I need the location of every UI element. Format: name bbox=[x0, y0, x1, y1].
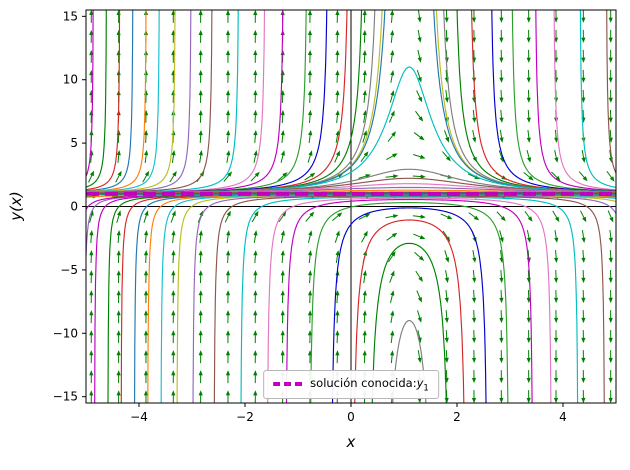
y-tick-label: −10 bbox=[53, 326, 78, 340]
x-axis-label: x bbox=[346, 433, 356, 451]
x-tick-label: 2 bbox=[453, 410, 461, 424]
y-tick-label: −5 bbox=[60, 263, 78, 277]
y-tick-label: 15 bbox=[63, 9, 78, 23]
tick-labels: −4 −2 0 2 4 −15 −10 −5 0 5 10 15 bbox=[53, 9, 567, 424]
x-tick-label: −2 bbox=[236, 410, 254, 424]
y-axis-label: y(x) bbox=[7, 191, 25, 221]
x-tick-label: −4 bbox=[130, 410, 148, 424]
legend-label-prefix: solución conocida: bbox=[310, 375, 417, 390]
plot-area bbox=[86, 10, 616, 403]
legend: solución conocida:y1 bbox=[263, 369, 439, 399]
legend-symbol: y bbox=[416, 375, 424, 390]
legend-dashed-line-sample bbox=[273, 382, 304, 387]
y-tick-label: 5 bbox=[70, 136, 78, 150]
x-tick-label: 0 bbox=[347, 410, 355, 424]
y-tick-label: −15 bbox=[53, 390, 78, 404]
y-tick-label: 10 bbox=[63, 73, 78, 87]
legend-subscript: 1 bbox=[423, 383, 429, 393]
legend-label: solución conocida:y1 bbox=[310, 376, 429, 393]
x-tick-label: 4 bbox=[559, 410, 567, 424]
y-tick-label: 0 bbox=[70, 200, 78, 214]
